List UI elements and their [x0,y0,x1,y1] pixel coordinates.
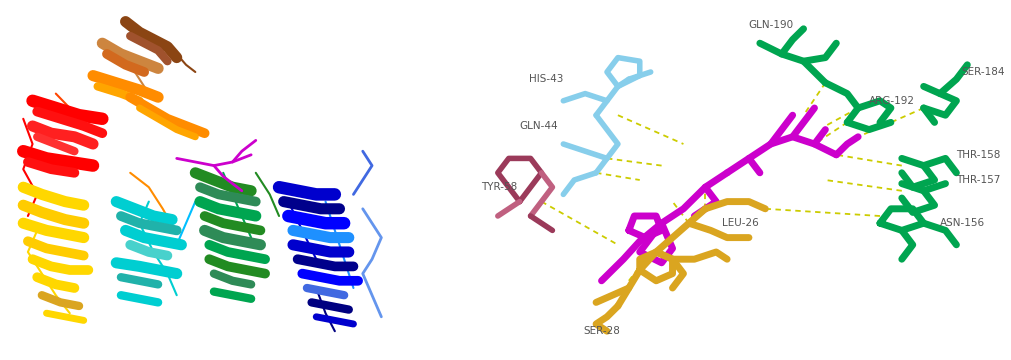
Text: GLN-190: GLN-190 [748,20,794,30]
Text: HIS-43: HIS-43 [529,74,563,84]
Text: ASN-156: ASN-156 [940,218,985,228]
Text: LEU-26: LEU-26 [722,218,758,228]
Text: THR-157: THR-157 [956,175,1001,185]
Text: GLN-44: GLN-44 [520,121,558,131]
Text: THR-158: THR-158 [956,150,1001,160]
Text: SER-28: SER-28 [583,326,620,336]
Text: SER-184: SER-184 [961,67,1005,77]
Text: TYR-58: TYR-58 [481,182,518,192]
Text: ARG-192: ARG-192 [869,96,915,106]
